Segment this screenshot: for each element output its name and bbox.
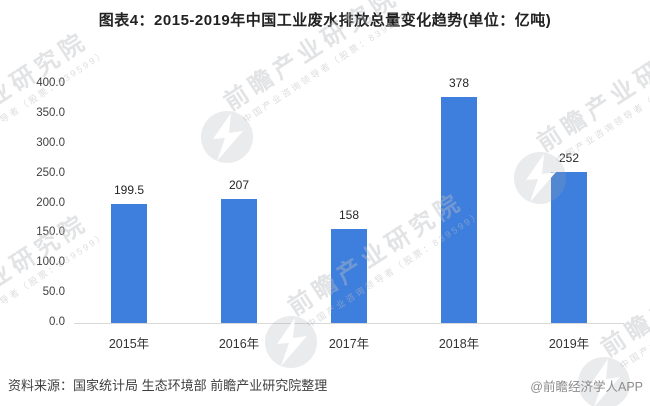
- y-tick-label: 350.0: [36, 106, 65, 119]
- qianzhan-logo-icon: [201, 111, 253, 163]
- x-tick-label: 2017年: [328, 337, 370, 351]
- bar-value-label: 199.5: [113, 182, 145, 197]
- chart-title: 图表4：2015-2019年中国工业废水排放总量变化趋势(单位：亿吨): [98, 12, 552, 29]
- watermark-text: 前瞻产业研究院 中国产业咨询领导者（股票：839599）: [596, 225, 650, 379]
- y-tick-label: 300.0: [36, 136, 65, 149]
- bar-2016年: [221, 199, 257, 323]
- x-tick-label: 2015年: [108, 337, 150, 351]
- y-tick-label: 400.0: [36, 77, 65, 89]
- bar-value-label: 252: [558, 151, 580, 166]
- y-tick-label: 250.0: [36, 166, 65, 179]
- watermark-brand: 前瞻产业研究院: [532, 24, 650, 158]
- x-tick-label: 2018年: [438, 337, 480, 351]
- x-tick-label: 2019年: [548, 337, 590, 351]
- y-tick-label: 150.0: [36, 226, 65, 239]
- watermark-logo: [201, 111, 253, 163]
- x-axis-line: [74, 323, 624, 324]
- y-tick-label: 0.0: [49, 316, 65, 328]
- bar-2019年: [551, 172, 587, 323]
- bar-value-label: 378: [448, 76, 470, 91]
- y-tick-label: 200.0: [36, 196, 65, 209]
- watermark-tagline: 中国产业咨询领导者（股票：839599）: [554, 45, 650, 166]
- credit-label: @前瞻经济学人APP: [530, 380, 643, 394]
- y-tick-label: 50.0: [42, 286, 65, 299]
- watermark-text: 前瞻产业研究院 中国产业咨询领导者（股票：839599）: [0, 23, 112, 177]
- bar-value-label: 158: [338, 207, 360, 222]
- y-tick-label: 100.0: [36, 256, 65, 269]
- x-tick-label: 2016年: [218, 337, 260, 351]
- bar-2015年: [111, 203, 147, 323]
- bar-2018年: [441, 97, 477, 323]
- watermark-tagline: 中国产业咨询领导者（股票：839599）: [618, 250, 650, 371]
- bar-value-label: 207: [228, 178, 250, 193]
- bar-2017年: [331, 228, 367, 323]
- source-note: 资料来源：国家统计局 生态环境部 前瞻产业研究院整理: [8, 378, 328, 393]
